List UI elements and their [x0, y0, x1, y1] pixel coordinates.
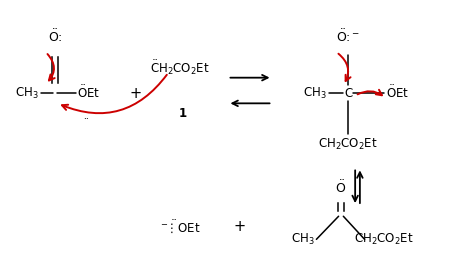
Text: CH$_2$CO$_2$Et: CH$_2$CO$_2$Et [354, 232, 413, 247]
Text: $\mathbf{1}$: $\mathbf{1}$ [178, 107, 187, 120]
Text: +: + [233, 219, 246, 234]
Text: CH$_3$: CH$_3$ [303, 85, 327, 101]
Text: $\ddot{\mathrm{O}}$Et: $\ddot{\mathrm{O}}$Et [386, 85, 409, 101]
Text: CH$_2$CO$_2$Et: CH$_2$CO$_2$Et [318, 137, 378, 152]
Text: $\cdot\!\cdot$: $\cdot\!\cdot$ [83, 112, 90, 121]
Text: $\ddot{\mathrm{C}}$H$_2$CO$_2$Et: $\ddot{\mathrm{C}}$H$_2$CO$_2$Et [150, 58, 210, 77]
Text: $\ddot{\mathrm{O}}$Et: $\ddot{\mathrm{O}}$Et [77, 85, 100, 101]
Text: CH$_3$: CH$_3$ [292, 232, 315, 247]
Text: $\ddot{\mathrm{O}}$:: $\ddot{\mathrm{O}}$: [48, 28, 63, 45]
Text: CH$_3$: CH$_3$ [15, 85, 38, 101]
Text: $\ddot{\mathrm{O}}$:$^-$: $\ddot{\mathrm{O}}$:$^-$ [336, 28, 360, 45]
Text: +: + [129, 86, 141, 101]
Text: C: C [344, 87, 352, 100]
Text: $\ddot{\mathrm{O}}$: $\ddot{\mathrm{O}}$ [336, 180, 346, 196]
Text: $^-\!\!\ddot{\vdots}$OEt: $^-\!\!\ddot{\vdots}$OEt [159, 218, 201, 235]
